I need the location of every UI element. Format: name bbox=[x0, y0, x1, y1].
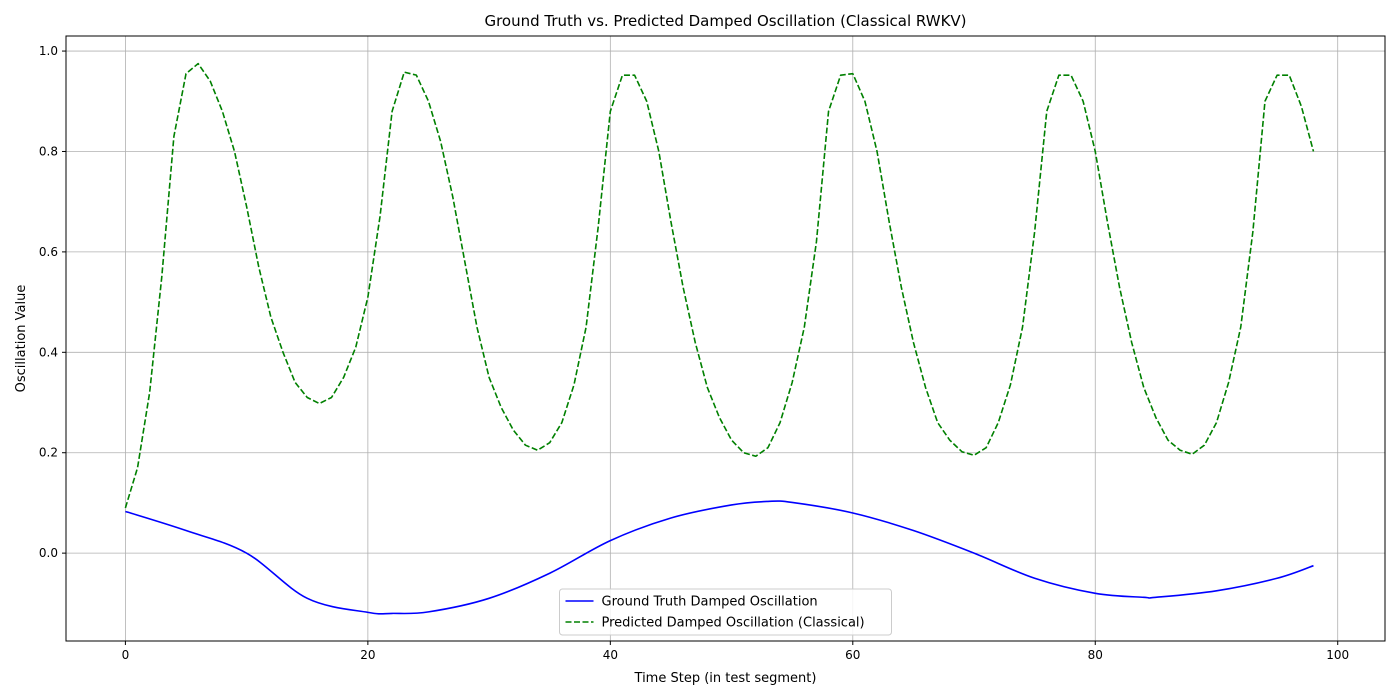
y-tick-label: 0.4 bbox=[39, 345, 58, 359]
legend: Ground Truth Damped Oscillation Predicted… bbox=[559, 588, 892, 636]
x-tick-label: 100 bbox=[1326, 648, 1349, 662]
x-tick-label: 0 bbox=[122, 648, 130, 662]
x-tick-label: 20 bbox=[360, 648, 375, 662]
y-tick-label: 0.8 bbox=[39, 144, 58, 158]
series-line-1 bbox=[124, 62, 1315, 509]
x-tick-label: 80 bbox=[1088, 648, 1103, 662]
legend-box bbox=[559, 588, 892, 636]
y-tick-label: 0.0 bbox=[39, 546, 58, 560]
plot-frame bbox=[65, 35, 1386, 642]
series-lines bbox=[124, 62, 1315, 615]
x-tick-label: 40 bbox=[603, 648, 618, 662]
chart-title: Ground Truth vs. Predicted Damped Oscill… bbox=[484, 12, 966, 30]
y-tick-label: 1.0 bbox=[39, 44, 58, 58]
series-line-0 bbox=[125, 500, 1314, 615]
x-axis-label: Time Step (in test segment) bbox=[634, 671, 817, 686]
grid-lines bbox=[66, 36, 1385, 641]
x-tick-label: 60 bbox=[845, 648, 860, 662]
legend-label: Predicted Damped Oscillation (Classical) bbox=[602, 616, 865, 631]
axis-ticks: 0 20 40 60 80 100 0.0 0.2 0.4 0.6 0.8 1.0 bbox=[39, 44, 1349, 662]
y-axis-label: Oscillation Value bbox=[14, 285, 29, 393]
y-tick-label: 0.6 bbox=[39, 245, 58, 259]
legend-label: Ground Truth Damped Oscillation bbox=[602, 595, 818, 610]
y-tick-label: 0.2 bbox=[39, 446, 58, 460]
